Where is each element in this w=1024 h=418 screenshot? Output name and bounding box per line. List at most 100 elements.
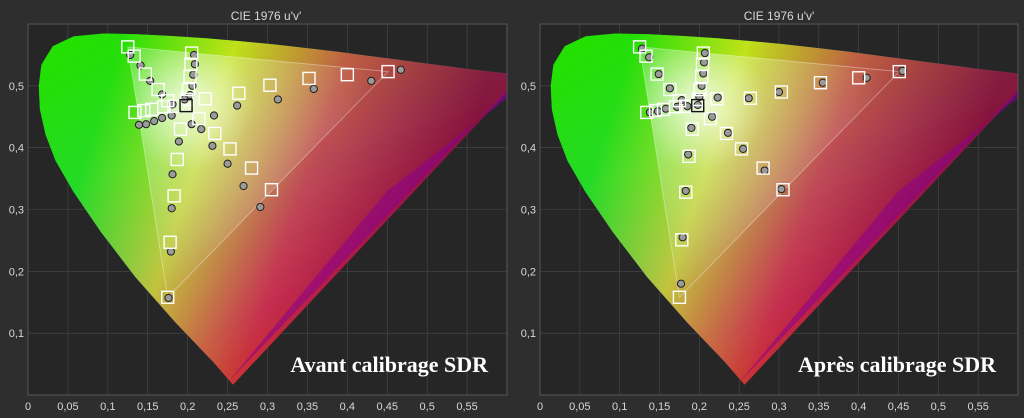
target-square bbox=[682, 149, 696, 164]
measured-point bbox=[396, 65, 405, 74]
target-square bbox=[151, 82, 165, 97]
y-tick-label: 0,5 bbox=[521, 81, 536, 93]
target-square bbox=[184, 46, 199, 60]
target-square bbox=[127, 49, 141, 63]
target-square bbox=[381, 64, 395, 79]
measured-point bbox=[665, 84, 674, 93]
measured-point bbox=[150, 116, 159, 126]
measured-point bbox=[158, 113, 167, 123]
x-tick-label: 0,15 bbox=[649, 401, 670, 413]
target-square bbox=[892, 64, 906, 79]
x-tick-label: 0,3 bbox=[260, 401, 275, 413]
x-tick-label: 0,2 bbox=[180, 401, 195, 413]
measured-point bbox=[661, 104, 670, 113]
x-tick-label: 0,5 bbox=[420, 401, 435, 413]
target-square bbox=[675, 233, 689, 247]
target-square bbox=[774, 85, 789, 99]
x-tick-label: 0,05 bbox=[57, 401, 78, 413]
x-tick-label: 0,25 bbox=[728, 401, 749, 413]
y-tick-label: 0,4 bbox=[521, 143, 536, 155]
target-square bbox=[157, 100, 171, 114]
purple-region bbox=[227, 90, 507, 383]
target-square bbox=[223, 142, 237, 156]
chart-annotation: Avant calibrage SDR bbox=[290, 352, 489, 377]
target-square bbox=[161, 290, 175, 305]
target-whitepoint bbox=[179, 98, 193, 113]
measured-point bbox=[166, 247, 176, 256]
x-tick-label: 0,2 bbox=[692, 401, 707, 413]
target-square bbox=[851, 71, 866, 85]
measured-point bbox=[174, 137, 183, 146]
target-square bbox=[163, 235, 177, 249]
target-square bbox=[170, 152, 184, 167]
target-square bbox=[668, 100, 683, 114]
target-square bbox=[264, 183, 279, 197]
target-square bbox=[685, 122, 699, 136]
measured-point bbox=[707, 112, 717, 121]
target-square bbox=[743, 91, 758, 105]
x-tick-label: 0,35 bbox=[808, 401, 829, 413]
target-square bbox=[138, 67, 153, 81]
x-tick-label: 0,45 bbox=[377, 401, 398, 413]
target-square bbox=[710, 92, 724, 106]
chart-panel-before: CIE 1976 u'v' Avant calibrage SDR 0 0,05 0… bbox=[9, 9, 508, 413]
measured-point bbox=[676, 279, 686, 288]
measured-point bbox=[700, 58, 709, 67]
target-square bbox=[679, 185, 693, 199]
target-square bbox=[663, 82, 677, 97]
target-square bbox=[232, 86, 246, 100]
x-tick-label: 0,05 bbox=[569, 401, 590, 413]
target-square bbox=[695, 69, 709, 84]
target-square bbox=[719, 126, 734, 141]
chart-title: CIE 1976 u'v' bbox=[231, 9, 302, 23]
y-tick-label: 0,3 bbox=[521, 205, 536, 217]
measured-point bbox=[744, 94, 753, 103]
plot-frame bbox=[539, 23, 1019, 396]
chart-annotation: Après calibrage SDR bbox=[798, 352, 997, 377]
measured-point bbox=[774, 87, 784, 97]
measured-point bbox=[164, 293, 173, 303]
target-square bbox=[173, 122, 188, 136]
measured-point bbox=[713, 93, 722, 102]
x-tick-label: 0,4 bbox=[340, 401, 355, 413]
target-square bbox=[183, 69, 197, 84]
x-tick-label: 0,55 bbox=[967, 401, 988, 413]
target-square bbox=[639, 49, 653, 63]
target-square bbox=[703, 111, 718, 126]
x-tick-label: 0 bbox=[537, 401, 543, 413]
measured-point bbox=[142, 120, 151, 129]
x-tick-label: 0,5 bbox=[931, 401, 946, 413]
y-tick-label: 0,4 bbox=[9, 143, 24, 155]
target-square bbox=[208, 126, 222, 141]
measured-point bbox=[760, 166, 769, 175]
y-tick-label: 0,1 bbox=[521, 328, 536, 340]
target-square bbox=[734, 142, 749, 156]
measured-point bbox=[223, 159, 232, 168]
target-square bbox=[302, 71, 316, 86]
measured-point bbox=[818, 78, 827, 87]
x-tick-label: 0,35 bbox=[297, 401, 318, 413]
measured-point bbox=[777, 184, 786, 194]
measured-point bbox=[256, 202, 265, 212]
y-tick-label: 0,1 bbox=[9, 328, 24, 340]
x-tick-label: 0,3 bbox=[771, 401, 786, 413]
measured-point bbox=[739, 144, 748, 154]
x-tick-label: 0,4 bbox=[851, 401, 866, 413]
target-square bbox=[137, 103, 151, 118]
target-square bbox=[192, 111, 206, 126]
measured-point bbox=[239, 181, 248, 191]
target-square bbox=[640, 105, 654, 120]
measured-point bbox=[309, 84, 318, 94]
measured-point bbox=[723, 128, 733, 137]
measured-point bbox=[687, 123, 696, 132]
measured-point bbox=[654, 69, 663, 79]
measured-point bbox=[167, 204, 176, 213]
x-tick-label: 0 bbox=[25, 401, 31, 413]
measured-point bbox=[134, 120, 144, 129]
target-square bbox=[648, 103, 663, 118]
target-square bbox=[128, 105, 142, 120]
target-square bbox=[696, 46, 711, 60]
measured-point bbox=[168, 170, 177, 179]
target-square bbox=[813, 76, 828, 90]
